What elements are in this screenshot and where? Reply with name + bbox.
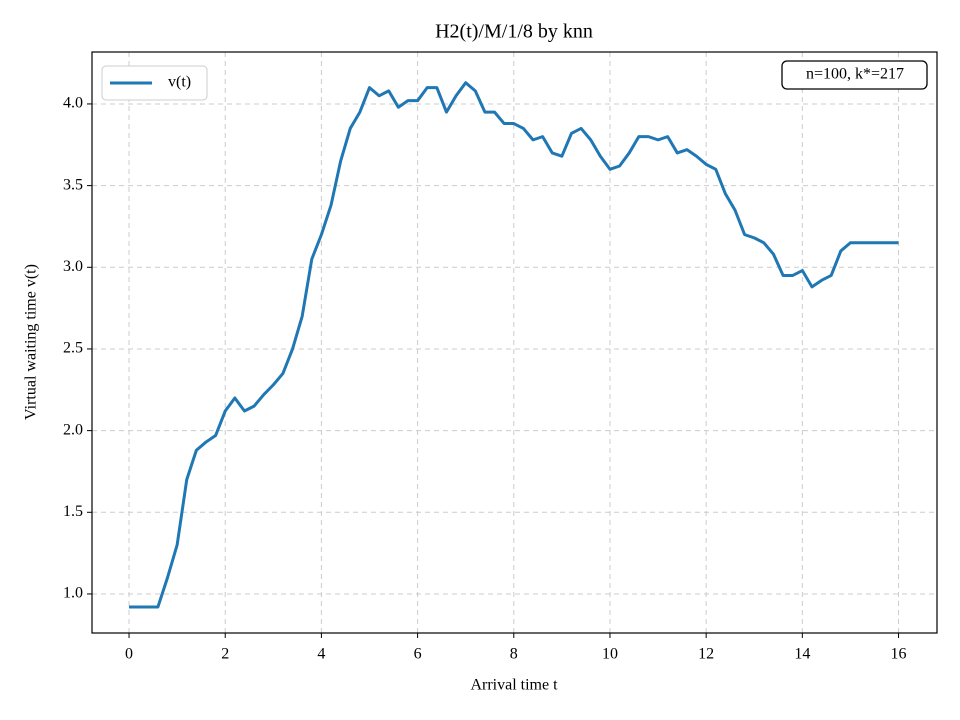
annotation-box — [781, 60, 928, 90]
chart-title: H2(t)/M/1/8 by knn — [435, 21, 593, 43]
y-tick-label: 2.5 — [63, 340, 83, 357]
y-tick-label: 1.0 — [63, 585, 83, 602]
x-tick-label: 0 — [125, 646, 133, 663]
y-tick-label: 3.5 — [63, 176, 83, 193]
y-tick-label: 2.0 — [63, 421, 83, 438]
x-tick-label: 12 — [698, 646, 714, 663]
plot-frame — [91, 51, 938, 634]
x-tick-label: 6 — [414, 646, 422, 663]
x-tick-label: 2 — [221, 646, 229, 663]
x-tick-label: 14 — [794, 646, 810, 663]
legend-label: v(t) — [168, 74, 191, 91]
x-tick-label: 4 — [317, 646, 325, 663]
x-tick-label: 8 — [510, 646, 518, 663]
annotation: n=100, k*=217 — [806, 66, 904, 83]
y-tick-label: 3.0 — [63, 258, 83, 275]
y-tick-label: 1.5 — [63, 503, 83, 520]
x-axis-label: Arrival time t — [470, 677, 558, 694]
x-tick-label: 16 — [891, 646, 907, 663]
y-tick-label: 4.0 — [63, 95, 83, 112]
legend-box — [101, 65, 208, 101]
y-axis-label: Virtual waiting time v(t) — [23, 264, 40, 420]
x-tick-label: 10 — [602, 646, 618, 663]
line-series — [129, 81, 899, 609]
